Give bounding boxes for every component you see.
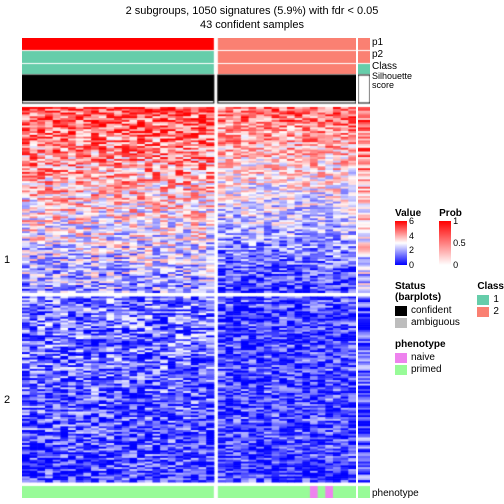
heatmap-canvas	[22, 38, 356, 498]
right-strip	[358, 38, 370, 498]
legend-value: Value 6420	[395, 208, 421, 265]
legend-phenotype-title: phenotype	[395, 339, 504, 350]
plot-area	[22, 38, 356, 498]
row-group-2-label: 2	[4, 394, 10, 406]
legend-status-title: Status (barplots)	[395, 281, 465, 303]
legend-class: Class 12	[477, 281, 504, 329]
legend-prob-title: Prob	[439, 208, 462, 219]
legend-status: Status (barplots) confidentambiguous	[395, 281, 465, 329]
right-strip-canvas	[358, 38, 370, 498]
value-gradient: 6420	[395, 221, 407, 265]
legend-class-title: Class	[477, 281, 504, 292]
legends: Value 6420 Prob 10.50 Status (barplots) …	[395, 208, 504, 385]
phenotype-label: phenotype	[372, 488, 419, 499]
legend-phenotype: phenotype naiveprimed	[395, 339, 504, 375]
legend-prob: Prob 10.50	[439, 208, 462, 265]
title-line-1: 2 subgroups, 1050 signatures (5.9%) with…	[0, 4, 504, 18]
silhouette-label: Silhouette score	[372, 72, 412, 100]
row-group-1-label: 1	[4, 254, 10, 266]
annotation-labels: p1 p2 Class Silhouette score	[372, 38, 412, 100]
prob-gradient: 10.50	[439, 221, 451, 265]
title-line-2: 43 confident samples	[0, 18, 504, 32]
